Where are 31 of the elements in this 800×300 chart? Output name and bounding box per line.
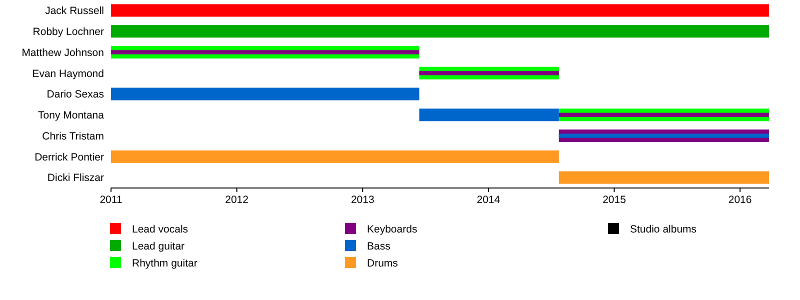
y-tick-label: Jack Russell [45, 5, 104, 18]
x-tick-label: 2012 [225, 194, 249, 206]
y-tick-label: Derrick Pontier [34, 151, 104, 164]
legend-label: Lead guitar [132, 240, 186, 252]
bar [111, 150, 559, 163]
x-tick-label: 2013 [350, 194, 374, 206]
legend-label: Keyboards [367, 224, 418, 236]
y-tick-label: Matthew Johnson [22, 46, 104, 59]
x-tick-label: 2015 [602, 194, 626, 206]
x-tick-label: 2016 [728, 194, 752, 206]
legend-label: Lead vocals [132, 224, 188, 236]
legend-label: Studio albums [630, 224, 697, 236]
y-tick-label: Evan Haymond [32, 68, 104, 80]
bar [558, 112, 769, 117]
bar [419, 71, 559, 76]
bar [111, 88, 420, 100]
y-tick-label: Tony Montana [38, 110, 104, 122]
y-tick-label: Robby Lochner [32, 26, 104, 38]
bar [419, 108, 559, 122]
bar [111, 4, 769, 17]
y-tick-label: Chris Tristam [42, 130, 104, 142]
legend-label: Bass [367, 240, 390, 252]
y-tick-label: Dicki Fliszar [47, 172, 104, 184]
bar [558, 171, 769, 184]
legend-label: Rhythm guitar [132, 258, 198, 270]
legend-label: Drums [367, 258, 398, 270]
bar [111, 25, 769, 38]
bar [111, 50, 420, 54]
x-tick-label: 2014 [476, 194, 500, 206]
x-tick-label: 2011 [100, 194, 122, 206]
y-tick-label: Dario Sexas [46, 88, 104, 101]
